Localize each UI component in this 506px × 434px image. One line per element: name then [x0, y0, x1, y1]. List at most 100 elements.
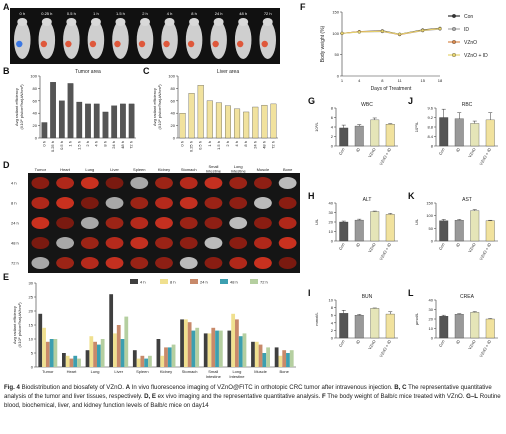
legend-marker — [452, 40, 456, 44]
bar — [167, 347, 172, 367]
mouse-silhouette — [234, 21, 252, 59]
bar — [85, 350, 90, 367]
mouse-head — [213, 18, 224, 26]
x-tick-label: Spleen — [136, 369, 148, 374]
organ-image — [80, 197, 99, 209]
timepoint-label: 0 h — [19, 11, 25, 16]
y-axis-label: Avg radiant efficiency — [14, 88, 19, 126]
bar — [225, 105, 231, 139]
legend-swatch — [130, 279, 138, 284]
y-tick-label: 10 — [429, 326, 434, 331]
organ-image — [31, 217, 50, 229]
organ-label-2: Intestine — [231, 169, 247, 174]
x-tick-label: 2 h — [225, 141, 230, 147]
organ-image — [179, 197, 198, 209]
bar — [124, 316, 129, 367]
y-tick-label: 20 — [429, 317, 434, 322]
bar — [470, 210, 480, 242]
legend-label: 4 h — [140, 280, 146, 285]
timepoint-label: 72 h — [264, 11, 272, 16]
bar — [120, 103, 126, 139]
organ-image — [56, 237, 74, 249]
y-tick-label: 30 — [429, 307, 434, 312]
y-tick-label: 50 — [335, 52, 340, 57]
organ-image — [105, 257, 124, 269]
y-tick-label: 8 — [331, 106, 334, 111]
series-point — [398, 32, 402, 36]
bar — [339, 127, 349, 147]
bar — [207, 333, 212, 367]
timepoint-label: 8 h — [191, 11, 197, 16]
mouse-head — [41, 18, 52, 26]
row-time-label: 72 h — [11, 261, 19, 266]
x-tick-label: ID — [355, 339, 361, 345]
row-time-label: 4 h — [11, 181, 17, 186]
bar — [128, 103, 135, 139]
caption-fig: Fig. 4 — [4, 384, 20, 391]
panel-k-ast-chart: K AST 0 50 100 150 U/L Con ID VZnO VZnO + ID — [408, 191, 498, 261]
y-tick-label: 0 — [35, 136, 38, 141]
legend-swatch — [220, 279, 228, 284]
organ-image — [155, 257, 173, 269]
mouse-silhouette — [87, 21, 105, 59]
x-tick-label: ID — [455, 339, 461, 345]
organ-image — [155, 177, 173, 189]
organ-label: Kidney — [158, 167, 170, 172]
organ-image — [56, 257, 74, 269]
organ-image — [204, 197, 223, 209]
x-tick-label: 4 h — [94, 141, 99, 147]
y-tick-label: 20 — [329, 220, 334, 225]
y-tick-label: 100 — [168, 74, 175, 79]
y-axis-label: 10⁹/L — [314, 121, 319, 131]
mouse-silhouette — [210, 21, 227, 59]
x-tick-label: VZnO — [467, 242, 477, 254]
x-tick-label: Lung — [91, 369, 100, 374]
timepoint-label: 48 h — [239, 11, 247, 16]
x-tick-label: Con — [438, 339, 446, 348]
x-tick-label: 48 h — [261, 141, 266, 149]
organ-image — [155, 237, 173, 249]
y-tick-label: 60 — [171, 98, 176, 103]
mouse-silhouette — [14, 21, 31, 59]
fluorescence-signal — [138, 40, 146, 48]
legend-marker — [452, 14, 456, 18]
panel-d-exvivo-grid: Tumor Heart Lung Liver Spleen Kidney Stomach Sm… — [11, 165, 300, 273]
mouse-head — [262, 18, 273, 26]
bar — [339, 221, 349, 242]
organ-image — [105, 237, 124, 249]
x-tick-label-2: Intestine — [206, 374, 222, 379]
x-tick-label: VZnO + ID — [478, 242, 492, 261]
panel-c-liver-chart: Liver area 0 20 40 60 80 100 Avg radiant effici… — [152, 69, 278, 152]
legend-label: VZnO — [464, 40, 477, 46]
bar — [76, 101, 83, 139]
organ-image — [179, 257, 198, 269]
bar — [439, 220, 449, 242]
mouse-head — [140, 18, 150, 26]
y-tick-label: 100 — [30, 74, 37, 79]
panel-i-bun-chart: I BUN 0 2 4 6 8 10 mmol/L Con ID VZnO VZnO + ID — [308, 288, 398, 358]
y-axis-label: μmol/L — [414, 312, 419, 325]
panel-label: I — [308, 288, 311, 298]
panel-label-e: E — [3, 272, 10, 282]
organ-image — [56, 217, 74, 229]
x-tick-label: VZnO — [367, 147, 377, 159]
bar — [42, 327, 46, 367]
x-tick-label: VZnO — [467, 147, 477, 159]
organ-image — [229, 257, 248, 269]
x-tick-label: Con — [438, 147, 446, 156]
bar — [286, 353, 290, 367]
bar — [254, 341, 259, 367]
bar — [251, 341, 255, 367]
x-tick-label: VZnO + ID — [378, 147, 392, 166]
organ-label: Small — [208, 165, 218, 169]
bar — [58, 100, 65, 139]
bar — [136, 358, 141, 367]
bar — [180, 319, 184, 367]
x-axis-label: Days of Treatment — [371, 86, 412, 92]
x-tick-label: ID — [455, 147, 461, 153]
y-tick-label: 150 — [426, 201, 433, 206]
caption-t4: ex vivo imaging and the representative q… — [155, 393, 322, 400]
legend-label: 72 h — [260, 280, 268, 285]
y-tick-label: 10 — [329, 229, 334, 234]
legend-swatch — [250, 279, 258, 284]
